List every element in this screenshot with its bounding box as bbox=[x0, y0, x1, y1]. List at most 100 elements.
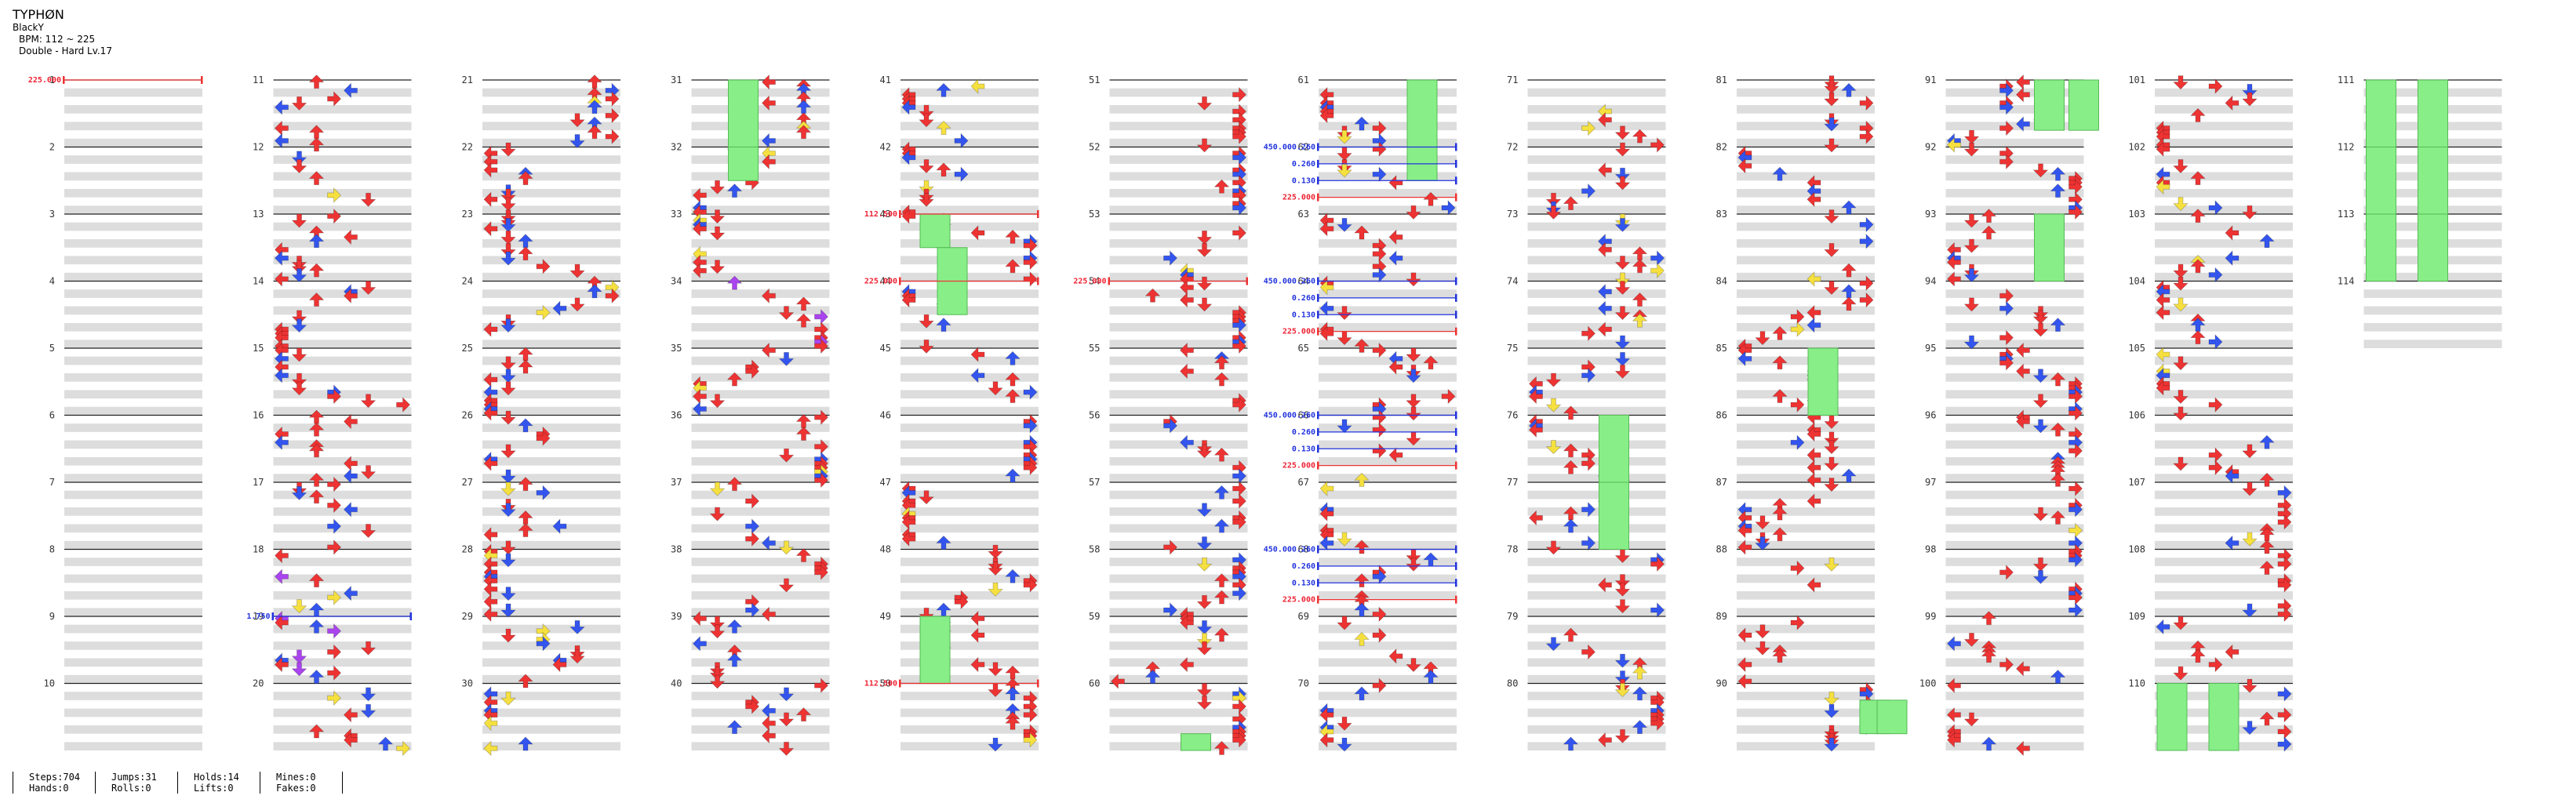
step-arrow bbox=[274, 656, 289, 673]
beat-stripe bbox=[2155, 524, 2293, 533]
measure-number: 102 bbox=[2128, 142, 2145, 153]
step-arrow bbox=[291, 151, 307, 165]
speed-marker-label: 0.130 bbox=[1292, 579, 1315, 587]
step-arrow bbox=[1614, 176, 1631, 191]
step-arrow bbox=[327, 388, 342, 405]
step-arrow bbox=[1196, 297, 1213, 312]
beat-stripe bbox=[901, 423, 1039, 432]
beat-stripe bbox=[1319, 658, 1457, 667]
step-arrow bbox=[1388, 174, 1403, 191]
beat-stripe bbox=[482, 239, 620, 248]
beat-stripe bbox=[691, 456, 830, 466]
step-arrow bbox=[1023, 271, 1038, 287]
step-arrow bbox=[1824, 431, 1839, 446]
step-arrow bbox=[1597, 732, 1612, 748]
step-arrow bbox=[327, 644, 342, 660]
beat-stripe bbox=[2155, 340, 2293, 348]
step-arrow bbox=[1614, 306, 1631, 321]
step-arrow bbox=[2277, 514, 2292, 530]
beat-stripe bbox=[482, 624, 620, 634]
step-arrow bbox=[1597, 111, 1612, 128]
step-arrow bbox=[2068, 481, 2083, 496]
beat-stripe bbox=[482, 725, 620, 734]
step-arrow bbox=[919, 104, 934, 119]
beat-stripe bbox=[1737, 272, 1875, 282]
steps-count: Steps:704 bbox=[29, 772, 81, 783]
beat-stripe bbox=[901, 390, 1039, 399]
beat-stripe bbox=[691, 440, 830, 449]
step-arrow bbox=[1023, 707, 1038, 723]
step-arrow bbox=[291, 96, 307, 111]
step-arrow bbox=[1772, 325, 1788, 340]
beat-stripe bbox=[273, 608, 412, 616]
step-arrow bbox=[2015, 363, 2030, 380]
beat-stripe bbox=[1109, 725, 1248, 734]
beat-stripe bbox=[64, 674, 202, 684]
speed-marker-label: 450.000.260 bbox=[1264, 278, 1315, 286]
beat-stripe bbox=[1737, 658, 1875, 667]
beat-stripe bbox=[1737, 222, 1875, 231]
step-arrow bbox=[2259, 540, 2275, 554]
speed-marker-cap bbox=[1455, 277, 1457, 285]
step-arrow bbox=[709, 507, 726, 521]
step-arrow bbox=[1372, 678, 1387, 694]
beat-stripe bbox=[64, 205, 202, 214]
step-arrow bbox=[1841, 468, 1857, 483]
beat-stripe bbox=[2155, 658, 2293, 667]
step-arrow bbox=[1179, 434, 1194, 451]
beat-stripe bbox=[482, 188, 620, 198]
step-arrow bbox=[1981, 736, 1997, 751]
step-arrow bbox=[1337, 737, 1352, 752]
step-arrow bbox=[500, 444, 516, 459]
step-arrow bbox=[1824, 117, 1839, 132]
step-arrow bbox=[327, 539, 342, 555]
beat-stripe bbox=[273, 155, 412, 164]
beat-stripe bbox=[1319, 558, 1457, 566]
measure-number: 47 bbox=[880, 477, 891, 488]
step-arrow bbox=[1614, 582, 1631, 597]
measure-number: 39 bbox=[671, 611, 682, 622]
measure-number: 71 bbox=[1507, 74, 1518, 85]
measure-number: 40 bbox=[671, 678, 682, 689]
step-arrow bbox=[327, 91, 342, 107]
beat-stripe bbox=[273, 624, 412, 634]
beat-stripe bbox=[64, 222, 202, 231]
beat-stripe bbox=[1319, 474, 1457, 482]
step-arrow bbox=[1372, 606, 1387, 623]
speed-marker-label: 0.130 bbox=[1292, 176, 1315, 185]
beat-stripe bbox=[273, 474, 412, 482]
step-arrow bbox=[1005, 569, 1021, 583]
step-arrow bbox=[1213, 485, 1230, 500]
beat-stripe bbox=[273, 340, 412, 348]
step-arrow bbox=[709, 481, 726, 496]
step-arrow bbox=[919, 314, 934, 329]
beat-stripe bbox=[1945, 574, 2084, 583]
beat-stripe bbox=[273, 373, 412, 382]
step-arrow bbox=[1963, 213, 1980, 228]
step-arrow bbox=[308, 234, 325, 249]
step-arrow bbox=[1806, 472, 1821, 489]
step-arrow bbox=[1841, 263, 1857, 278]
beat-stripe bbox=[691, 692, 830, 700]
step-arrow bbox=[291, 485, 307, 500]
step-arrow bbox=[1597, 576, 1612, 593]
beat-stripe bbox=[2155, 256, 2293, 265]
measure-number: 92 bbox=[1925, 142, 1936, 153]
step-arrow bbox=[1859, 216, 1874, 233]
beat-stripe bbox=[1737, 289, 1875, 298]
step-arrow bbox=[1406, 406, 1421, 421]
beat-stripe bbox=[1527, 188, 1666, 198]
step-arrow bbox=[308, 137, 325, 152]
step-arrow bbox=[1999, 154, 2014, 170]
beat-stripe bbox=[482, 306, 620, 315]
step-arrow bbox=[2156, 619, 2170, 635]
step-arrow bbox=[2173, 666, 2189, 681]
step-arrow bbox=[2032, 507, 2049, 521]
step-arrow bbox=[483, 405, 498, 421]
measure-number: 52 bbox=[1089, 142, 1100, 153]
measure-number: 63 bbox=[1298, 209, 1309, 220]
step-arrow bbox=[1772, 388, 1788, 403]
step-arrow bbox=[396, 397, 411, 413]
step-arrow bbox=[1614, 653, 1631, 668]
step-arrow bbox=[1737, 351, 1752, 367]
